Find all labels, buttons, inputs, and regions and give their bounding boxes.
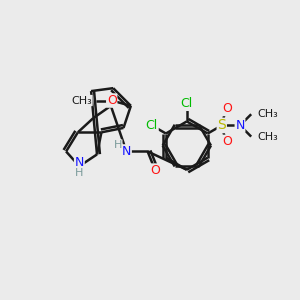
Text: N: N: [122, 145, 131, 158]
Text: CH₃: CH₃: [258, 109, 278, 119]
Text: H: H: [113, 140, 122, 150]
Text: CH₃: CH₃: [258, 132, 278, 142]
Text: O: O: [222, 135, 232, 148]
Text: O: O: [151, 164, 160, 177]
Text: O: O: [222, 102, 232, 116]
Text: H: H: [75, 168, 83, 178]
Text: Cl: Cl: [181, 97, 193, 110]
Text: N: N: [75, 156, 84, 169]
Text: Cl: Cl: [146, 119, 158, 132]
Text: O: O: [107, 94, 117, 107]
Text: N: N: [235, 119, 245, 132]
Text: CH₃: CH₃: [71, 95, 92, 106]
Text: S: S: [218, 118, 226, 132]
